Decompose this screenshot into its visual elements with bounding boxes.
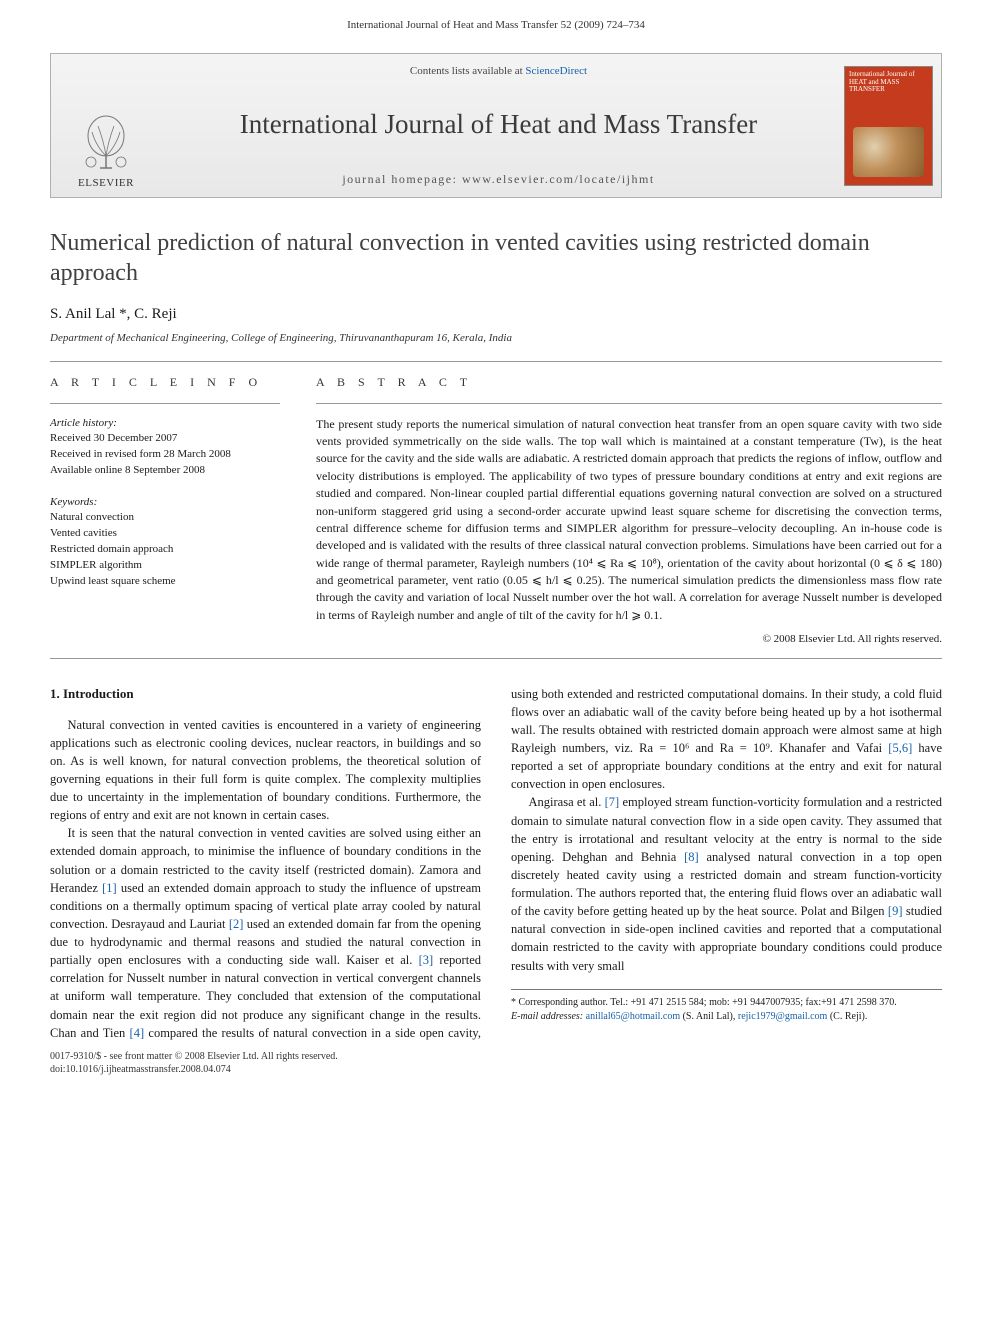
footnotes: * Corresponding author. Tel.: +91 471 25… (511, 989, 942, 1024)
keywords-label: Keywords: (50, 495, 280, 510)
email1-who: (S. Anil Lal), (680, 1011, 738, 1022)
article-front-matter: Numerical prediction of natural convecti… (0, 228, 992, 1041)
ref-link[interactable]: [3] (419, 953, 434, 967)
homepage-prefix: journal homepage: (342, 172, 462, 186)
abstract-head: A B S T R A C T (316, 374, 942, 391)
corresponding-author: * Corresponding author. Tel.: +91 471 25… (511, 996, 942, 1010)
banner-center: Contents lists available at ScienceDirec… (161, 54, 836, 197)
article-info-column: A R T I C L E I N F O Article history: R… (50, 374, 280, 648)
publisher-label: ELSEVIER (78, 176, 134, 191)
keyword: Natural convection (50, 510, 280, 526)
elsevier-tree-icon (76, 112, 136, 172)
publisher-block: ELSEVIER (51, 54, 161, 197)
body-paragraph: Natural convection in vented cavities is… (50, 716, 481, 825)
history-item: Received 30 December 2007 (50, 431, 280, 447)
keyword: Vented cavities (50, 526, 280, 542)
article-title: Numerical prediction of natural convecti… (50, 228, 942, 288)
sciencedirect-link[interactable]: ScienceDirect (525, 65, 587, 77)
authors: S. Anil Lal *, C. Reji (50, 304, 942, 325)
cover-text-main: HEAT and MASS TRANSFER (849, 79, 928, 94)
ref-link[interactable]: [2] (229, 917, 244, 931)
history-label: Article history: (50, 416, 280, 431)
ref-link[interactable]: [5,6] (888, 741, 912, 755)
journal-name: International Journal of Heat and Mass T… (240, 106, 757, 144)
footer-line1: 0017-9310/$ - see front matter © 2008 El… (50, 1050, 942, 1064)
history-item: Available online 8 September 2008 (50, 463, 280, 479)
page-footer: 0017-9310/$ - see front matter © 2008 El… (0, 1042, 992, 1097)
keyword: Upwind least square scheme (50, 574, 280, 590)
p1: Natural convection in vented cavities is… (50, 718, 481, 823)
p3a: Kaiser et al. (346, 953, 418, 967)
ref-link[interactable]: [8] (684, 850, 699, 864)
keyword: SIMPLER algorithm (50, 558, 280, 574)
running-header: International Journal of Heat and Mass T… (0, 0, 992, 45)
affiliation: Department of Mechanical Engineering, Co… (50, 331, 942, 346)
divider-bottom (50, 658, 942, 659)
cover-thumb-block: International Journal of HEAT and MASS T… (836, 54, 941, 197)
ref-link[interactable]: [9] (888, 904, 903, 918)
contents-line: Contents lists available at ScienceDirec… (410, 64, 587, 79)
author-email-link[interactable]: anillal65@hotmail.com (586, 1011, 680, 1022)
history-item: Received in revised form 28 March 2008 (50, 447, 280, 463)
footer-doi: doi:10.1016/j.ijheatmasstransfer.2008.04… (50, 1063, 942, 1077)
keyword: Restricted domain approach (50, 542, 280, 558)
abs-divider (316, 403, 942, 404)
body-two-column: 1. Introduction Natural convection in ve… (50, 685, 942, 1042)
email-label: E-mail addresses: (511, 1011, 586, 1022)
journal-cover-thumbnail: International Journal of HEAT and MASS T… (844, 66, 933, 186)
email2-who: (C. Reji). (830, 1011, 868, 1022)
homepage-line: journal homepage: www.elsevier.com/locat… (342, 171, 654, 188)
running-header-text: International Journal of Heat and Mass T… (347, 19, 645, 31)
ref-link[interactable]: [7] (605, 795, 620, 809)
article-info-head: A R T I C L E I N F O (50, 374, 280, 391)
email-line: E-mail addresses: anillal65@hotmail.com … (511, 1010, 942, 1024)
info-abstract-row: A R T I C L E I N F O Article history: R… (50, 374, 942, 648)
contents-prefix: Contents lists available at (410, 65, 525, 77)
author-email-link[interactable]: rejic1979@gmail.com (738, 1011, 827, 1022)
journal-banner: ELSEVIER Contents lists available at Sci… (50, 53, 942, 198)
homepage-url: www.elsevier.com/locate/ijhmt (462, 172, 655, 186)
abstract-text: The present study reports the numerical … (316, 416, 942, 625)
abstract-column: A B S T R A C T The present study report… (316, 374, 942, 648)
body-paragraph: Angirasa et al. [7] employed stream func… (511, 793, 942, 974)
ref-link[interactable]: [1] (102, 881, 117, 895)
section-heading: 1. Introduction (50, 685, 481, 704)
info-divider (50, 403, 280, 404)
ref-link[interactable]: [4] (130, 1026, 145, 1040)
cover-art-icon (853, 127, 924, 177)
p4a: Angirasa et al. (529, 795, 605, 809)
abstract-copyright: © 2008 Elsevier Ltd. All rights reserved… (316, 632, 942, 647)
divider-top (50, 361, 942, 362)
